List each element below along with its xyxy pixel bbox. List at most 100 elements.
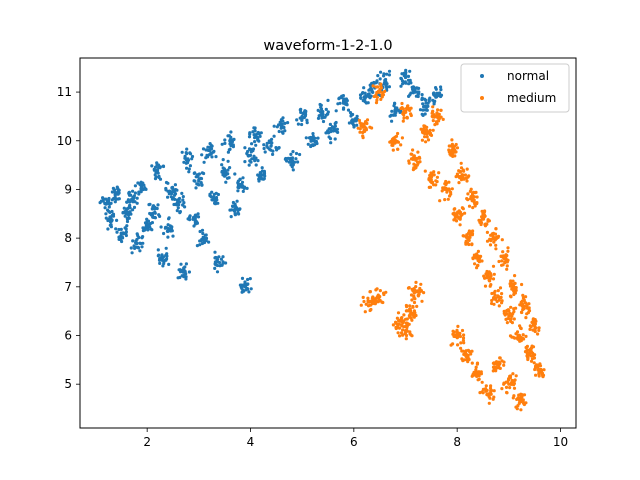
point-medium-37-23 <box>405 329 409 333</box>
point-medium-29-2 <box>489 384 493 388</box>
point-normal-13-20 <box>172 190 176 194</box>
point-medium-10-13 <box>463 211 467 215</box>
point-medium-26-25 <box>538 370 542 374</box>
point-medium-10-24 <box>458 212 463 216</box>
point-medium-16-9 <box>491 277 496 281</box>
point-medium-16-24 <box>489 272 493 276</box>
point-medium-1-18 <box>380 93 384 97</box>
point-medium-21-23 <box>514 286 518 290</box>
point-normal-25-21 <box>231 204 235 208</box>
point-normal-28-17 <box>256 159 260 163</box>
point-normal-9-16 <box>147 203 151 207</box>
point-normal-18-19 <box>192 179 196 183</box>
point-medium-6-8 <box>435 175 439 179</box>
point-medium-9-23 <box>450 138 454 142</box>
point-normal-25-8 <box>231 200 235 205</box>
point-normal-11-3 <box>158 261 162 265</box>
point-normal-26-3 <box>245 186 249 190</box>
point-medium-37-10 <box>396 331 400 335</box>
point-normal-39-3 <box>348 111 353 115</box>
point-normal-24-20 <box>232 137 236 141</box>
point-normal-11-13 <box>156 248 160 252</box>
point-normal-37-20 <box>326 129 330 133</box>
point-medium-7-21 <box>430 114 434 118</box>
point-normal-16-6 <box>182 160 186 164</box>
point-medium-32-11 <box>368 290 372 294</box>
point-medium-18-1 <box>496 289 500 293</box>
point-normal-34-2 <box>296 122 300 126</box>
point-normal-6-10 <box>129 246 133 250</box>
point-normal-34-13 <box>304 112 308 117</box>
point-normal-2-19 <box>117 188 121 192</box>
point-normal-11-19 <box>163 258 167 262</box>
point-normal-26-8 <box>236 189 240 193</box>
point-normal-22-4 <box>221 255 225 259</box>
point-normal-12-10 <box>171 234 175 238</box>
point-medium-24-25 <box>525 344 530 348</box>
point-medium-7-20 <box>436 108 440 112</box>
point-medium-21-20 <box>509 279 513 283</box>
point-normal-27-19 <box>249 287 253 291</box>
point-normal-30-21 <box>256 173 260 177</box>
point-medium-29-11 <box>487 401 491 405</box>
point-medium-33-24 <box>376 293 380 297</box>
point-medium-39-18 <box>449 343 453 347</box>
point-normal-3-13 <box>117 235 121 239</box>
point-medium-31-16 <box>475 374 479 378</box>
point-normal-5-14 <box>135 201 139 205</box>
point-medium-5-23 <box>425 135 429 139</box>
point-medium-11-22 <box>465 167 469 171</box>
point-medium-5-16 <box>429 133 434 137</box>
point-medium-37-13 <box>405 321 409 325</box>
point-medium-1-17 <box>374 101 379 105</box>
point-medium-21-14 <box>508 284 513 288</box>
point-normal-14-21 <box>181 203 185 207</box>
point-normal-25-10 <box>235 199 239 203</box>
point-normal-23-11 <box>226 159 230 163</box>
point-normal-13-19 <box>173 193 177 197</box>
point-normal-12-21 <box>166 229 170 233</box>
point-normal-3-8 <box>119 231 123 235</box>
point-normal-16-0 <box>185 166 189 170</box>
point-normal-6-19 <box>136 246 141 250</box>
point-normal-35-17 <box>311 143 315 148</box>
point-normal-45-17 <box>408 93 412 97</box>
point-normal-29-12 <box>258 134 262 138</box>
point-normal-44-9 <box>406 78 410 82</box>
point-medium-32-12 <box>363 310 367 314</box>
point-normal-4-6 <box>128 210 132 214</box>
y-axis: 5 6 7 8 9 10 11 <box>57 85 80 391</box>
point-normal-13-17 <box>166 181 170 185</box>
point-medium-31-20 <box>470 374 474 378</box>
point-medium-1-5 <box>379 97 383 101</box>
point-medium-17-24 <box>489 239 493 243</box>
point-normal-13-9 <box>164 186 168 191</box>
point-medium-6-10 <box>435 180 439 184</box>
point-medium-39-7 <box>461 338 465 343</box>
point-normal-34-9 <box>300 122 304 127</box>
point-normal-16-19 <box>187 170 191 174</box>
point-medium-22-22 <box>518 326 523 330</box>
point-medium-5-17 <box>423 135 427 139</box>
point-normal-4-21 <box>123 214 127 218</box>
point-medium-2-13 <box>396 147 400 151</box>
point-normal-13-1 <box>166 195 170 199</box>
point-normal-24-18 <box>223 138 227 142</box>
point-normal-3-14 <box>124 231 128 235</box>
point-medium-27-17 <box>513 378 517 383</box>
point-normal-26-21 <box>236 179 240 183</box>
point-normal-28-18 <box>249 150 253 154</box>
point-normal-20-1 <box>201 147 206 151</box>
point-medium-35-10 <box>415 304 419 308</box>
point-normal-31-15 <box>263 150 267 154</box>
point-normal-0-4 <box>103 206 107 210</box>
point-normal-3-21 <box>125 224 129 228</box>
point-medium-38-6 <box>470 349 474 353</box>
point-medium-28-16 <box>498 356 502 360</box>
point-normal-17-21 <box>191 217 195 221</box>
point-normal-34-11 <box>304 109 308 113</box>
point-normal-22-21 <box>213 262 217 266</box>
point-normal-22-8 <box>219 257 223 261</box>
point-medium-19-16 <box>504 257 508 261</box>
point-medium-20-23 <box>511 311 515 316</box>
